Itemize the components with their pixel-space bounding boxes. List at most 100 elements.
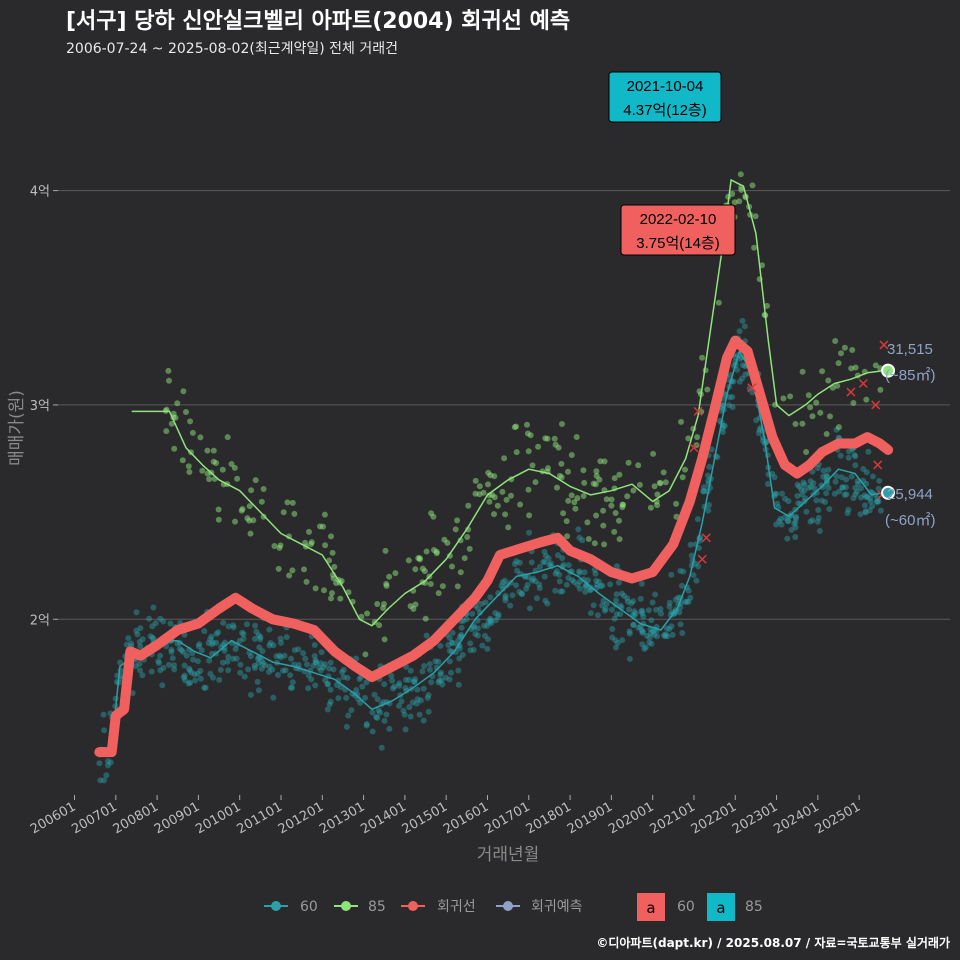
scatter-point-60 (288, 655, 295, 662)
scatter-point-60 (326, 701, 333, 708)
scatter-point-85 (328, 595, 334, 602)
x-tick-label: 201101 (235, 799, 285, 837)
scatter-point-60 (191, 671, 198, 678)
scatter-point-60 (371, 691, 378, 698)
scatter-point-60 (645, 607, 652, 614)
scatter-point-60 (649, 599, 656, 606)
scatter-point-60 (565, 575, 572, 581)
scatter-point-60 (774, 500, 781, 507)
scatter-point-60 (841, 491, 848, 498)
y-axis-label: 매매가(원) (7, 390, 27, 466)
annotation-85-date: 2021-10-04 (627, 78, 704, 95)
scatter-point-60 (801, 487, 808, 494)
scatter-point-60 (547, 560, 554, 567)
scatter-point-60 (276, 652, 283, 659)
scatter-point-60 (541, 559, 548, 565)
scatter-point-60 (289, 684, 296, 691)
scatter-point-60 (128, 640, 135, 647)
scatter-point-85 (736, 198, 743, 205)
scatter-point-60 (559, 588, 566, 595)
scatter-point-60 (869, 503, 876, 510)
scatter-point-85 (454, 517, 461, 524)
scatter-point-60 (487, 615, 494, 622)
scatter-point-60 (617, 611, 624, 618)
end-label-60-area: (~60㎡) (885, 512, 935, 529)
recent-deal-marker (846, 387, 856, 397)
scatter-point-60 (201, 628, 208, 635)
scatter-point-60 (423, 632, 430, 639)
scatter-point-85 (219, 466, 226, 473)
scatter-point-60 (526, 605, 533, 612)
scatter-point-60 (247, 691, 254, 698)
scatter-point-60 (843, 476, 850, 483)
scatter-point-60 (653, 606, 660, 613)
scatter-point-85 (238, 507, 245, 514)
scatter-point-85 (199, 467, 206, 474)
scatter-point-85 (258, 498, 265, 505)
chart-subtitle: 2006-07-24 ~ 2025-08-02(최근계약일) 전체 거래건 (66, 41, 398, 57)
scatter-point-60 (266, 642, 273, 649)
scatter-point-85 (246, 503, 253, 510)
scatter-point-60 (100, 711, 107, 718)
scatter-point-60 (632, 610, 639, 617)
scatter-point-60 (782, 495, 789, 502)
scatter-point-60 (816, 528, 823, 534)
scatter-point-60 (207, 636, 214, 643)
scatter-point-60 (149, 634, 156, 641)
scatter-point-60 (207, 670, 214, 677)
scatter-point-60 (615, 579, 622, 586)
scatter-point-60 (245, 666, 252, 673)
scatter-point-85 (673, 513, 680, 520)
scatter-point-60 (194, 658, 201, 665)
scatter-point-85 (780, 395, 787, 402)
scatter-point-60 (449, 640, 456, 647)
annotation-85-box (608, 71, 722, 123)
scatter-point-60 (219, 659, 226, 666)
scatter-point-85 (476, 483, 483, 490)
scatter-point-85 (441, 536, 448, 543)
footer-credit: ©디아파트(dapt.kr) / 2025.08.07 / 자료=국토교통부 실… (596, 935, 950, 950)
scatter-point-60 (475, 605, 481, 612)
scatter-point-85 (457, 537, 464, 544)
scatter-point-60 (265, 668, 272, 675)
scatter-point-60 (639, 641, 646, 648)
scatter-point-60 (312, 657, 319, 664)
scatter-point-85 (168, 420, 175, 427)
scatter-point-60 (807, 518, 814, 525)
legend-item-regression: 회귀선 (401, 899, 476, 915)
scatter-point-60 (820, 467, 827, 474)
x-tick-label: 200701 (69, 799, 119, 837)
scatter-point-60 (810, 480, 817, 487)
scatter-point-60 (626, 630, 633, 637)
scatter-point-60 (791, 520, 798, 527)
scatter-point-60 (869, 473, 876, 480)
scatter-point-60 (455, 681, 462, 688)
x-tick-label: 200801 (111, 799, 161, 837)
scatter-point-85 (654, 491, 661, 498)
scatter-point-60 (809, 517, 816, 524)
scatter-point-60 (579, 537, 586, 544)
scatter-point-60 (635, 624, 642, 631)
scatter-point-60 (186, 646, 193, 653)
scatter-point-85 (501, 455, 508, 462)
scatter-point-60 (136, 660, 143, 667)
scatter-point-60 (607, 581, 614, 588)
scatter-point-85 (183, 409, 189, 415)
scatter-point-60 (576, 534, 583, 541)
scatter-point-60 (585, 577, 591, 584)
scatter-point-60 (663, 625, 670, 632)
scatter-point-60 (552, 587, 559, 594)
scatter-point-60 (252, 622, 259, 629)
scatter-point-60 (137, 625, 144, 632)
scatter-point-60 (432, 658, 439, 665)
scatter-point-85 (738, 186, 745, 193)
scatter-point-85 (571, 499, 578, 506)
scatter-point-60 (541, 573, 548, 580)
scatter-point-60 (701, 484, 707, 491)
scatter-point-85 (597, 458, 604, 465)
scatter-point-85 (382, 547, 389, 554)
scatter-point-60 (739, 362, 746, 369)
scatter-point-60 (277, 635, 284, 642)
scatter-point-85 (165, 367, 172, 374)
scatter-point-60 (644, 632, 650, 639)
